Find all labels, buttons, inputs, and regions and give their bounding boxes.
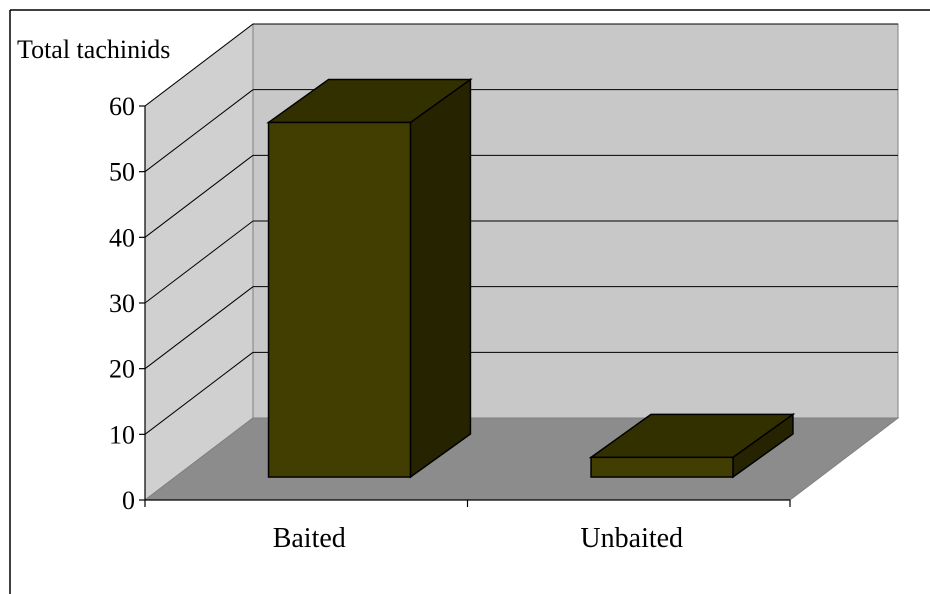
bar-unbaited [588, 412, 796, 479]
y-tick-label: 40 [109, 223, 135, 252]
gridline-side [144, 351, 254, 435]
bar-side-face [409, 77, 472, 479]
axes [139, 105, 791, 507]
gridline-side [144, 154, 254, 238]
gridline-side [144, 23, 254, 107]
gridline-side [144, 89, 254, 173]
y-axis-title: Total tachinids [17, 35, 170, 64]
y-tick-labels: 0 10 20 30 40 50 60 [109, 92, 135, 515]
bars [266, 77, 796, 479]
bar-front-face [590, 456, 734, 478]
y-tick-label: 10 [109, 420, 135, 449]
x-category-label: Baited [273, 523, 346, 554]
bar-baited [266, 77, 473, 479]
gridline-side [144, 220, 254, 304]
y-tick-label: 50 [109, 158, 135, 187]
x-category-labels: Baited Unbaited [273, 523, 683, 554]
y-tick-label: 30 [109, 289, 135, 318]
x-category-label: Unbaited [580, 523, 683, 554]
y-tick-label: 20 [109, 355, 135, 384]
y-tick-label: 0 [122, 486, 135, 515]
gridline-side [144, 286, 254, 370]
y-tick-label: 60 [109, 92, 135, 121]
bar-front-face [267, 121, 412, 478]
